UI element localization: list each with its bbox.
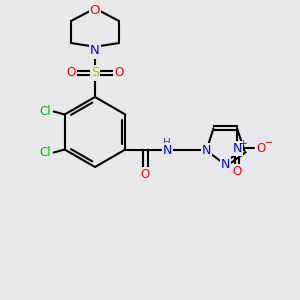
Text: N: N — [220, 158, 230, 171]
Text: N: N — [90, 44, 100, 58]
Text: −: − — [265, 138, 273, 148]
Text: S: S — [91, 67, 99, 80]
Text: O: O — [90, 4, 100, 17]
Text: Cl: Cl — [39, 105, 50, 118]
Text: +: + — [239, 139, 247, 148]
Text: O: O — [141, 168, 150, 181]
Text: O: O — [114, 67, 124, 80]
Text: O: O — [232, 165, 242, 178]
Text: Cl: Cl — [39, 146, 50, 159]
Text: O: O — [256, 142, 266, 155]
Text: N: N — [202, 144, 211, 157]
Text: N: N — [163, 144, 172, 157]
Text: N: N — [232, 142, 242, 155]
Text: O: O — [66, 67, 76, 80]
Text: H: H — [164, 139, 171, 148]
